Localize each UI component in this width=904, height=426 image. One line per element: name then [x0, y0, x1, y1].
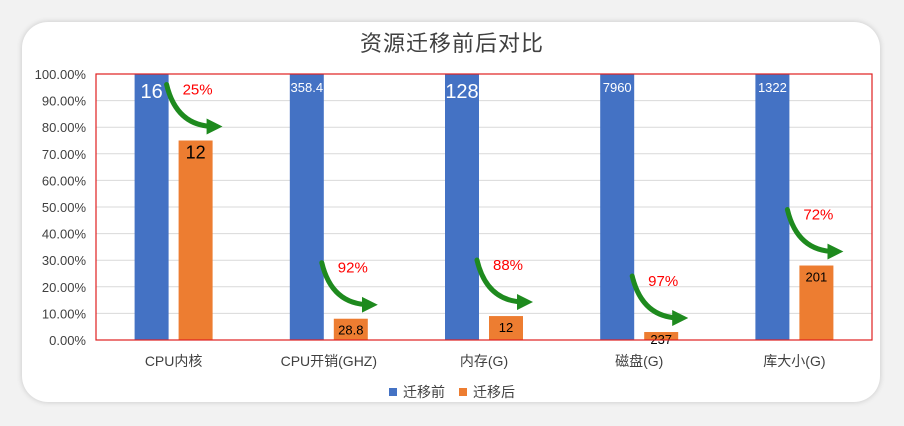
bar-before [445, 74, 479, 340]
y-tick-label: 30.00% [42, 253, 87, 268]
data-label-before: 358.4 [291, 80, 324, 95]
reduction-arrow [629, 273, 689, 327]
legend-item-after: 迁移后 [459, 382, 515, 402]
plot-area-border [95, 73, 873, 341]
data-label-before: 128 [445, 81, 478, 103]
x-tick-label: 磁盘(G) [615, 353, 663, 369]
data-label-after: 28.8 [338, 323, 363, 338]
reduction-percent-label: 88% [493, 257, 523, 274]
reduction-arrow [319, 260, 378, 313]
reduction-percent-label: 25% [183, 82, 213, 99]
y-tick-label: 40.00% [42, 227, 87, 242]
data-label-before: 16 [140, 81, 162, 103]
data-label-after: 12 [186, 143, 206, 163]
y-tick-label: 0.00% [49, 333, 86, 348]
y-tick-label: 80.00% [42, 120, 87, 135]
y-tick-label: 50.00% [42, 200, 87, 215]
y-tick-label: 20.00% [42, 280, 87, 295]
bar-after [644, 332, 679, 340]
legend-item-before: 迁移前 [389, 382, 445, 402]
bar-after [178, 140, 213, 340]
x-tick-label: CPU开销(GHZ) [281, 353, 377, 369]
legend-swatch-before [389, 388, 397, 396]
reduction-arrow [474, 257, 533, 311]
reduction-percent-label: 97% [648, 273, 678, 290]
bar-before [755, 74, 790, 340]
reduction-percent-label: 72% [803, 207, 833, 224]
x-tick-label: 库大小(G) [763, 353, 825, 369]
bar-after [333, 318, 368, 340]
chart-title: 资源迁移前后对比 [359, 32, 544, 57]
legend: 迁移前 迁移后 [0, 382, 904, 402]
data-label-after: 201 [806, 270, 828, 285]
y-tick-label: 60.00% [42, 173, 87, 188]
bar-before [600, 74, 635, 340]
reduction-percent-label: 92% [338, 260, 368, 277]
reduction-arrows: 25% 92% 88% 97% 72% [164, 82, 844, 327]
legend-swatch-after [459, 388, 467, 396]
reduction-arrow [784, 207, 844, 260]
y-axis-ticks: 0.00% 10.00% 20.00% 30.00% 40.00% 50.00% 60.00… [35, 67, 87, 348]
data-label-after: 12 [499, 320, 513, 335]
y-tick-label: 10.00% [42, 306, 87, 321]
x-tick-label: CPU内核 [145, 353, 203, 369]
x-tick-label: 内存(G) [460, 353, 508, 369]
y-tick-label: 100.00% [35, 67, 87, 82]
y-tick-label: 70.00% [42, 147, 87, 162]
bar-after [799, 265, 834, 340]
y-tick-label: 90.00% [42, 94, 87, 109]
bars [134, 74, 834, 340]
data-label-before: 1322 [758, 80, 787, 95]
x-axis-ticks: CPU内核 CPU开销(GHZ) 内存(G) 磁盘(G) 库大小(G) [145, 353, 826, 369]
bar-after [489, 316, 523, 340]
legend-label-after: 迁移后 [473, 385, 515, 401]
legend-label-before: 迁移前 [403, 385, 445, 401]
bar-before [134, 74, 169, 340]
data-label-before: 7960 [603, 80, 632, 95]
reduction-arrow [164, 82, 223, 135]
bar-before [289, 74, 324, 340]
